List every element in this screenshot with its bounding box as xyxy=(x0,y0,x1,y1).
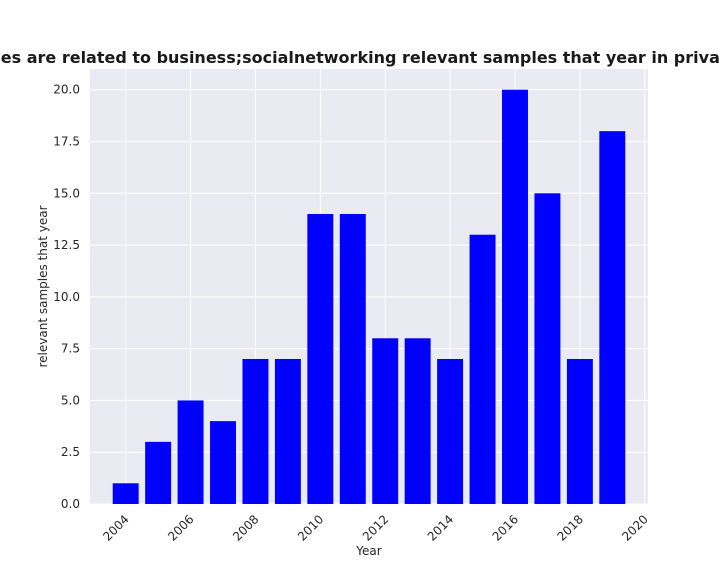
bar-2014 xyxy=(437,359,464,504)
bar-2009 xyxy=(274,359,301,504)
y-tick-label: 10.0 xyxy=(53,290,80,304)
x-tick-label: 2010 xyxy=(295,512,326,543)
y-tick-label: 15.0 xyxy=(53,186,80,200)
y-tick-label: 5.0 xyxy=(61,393,80,407)
bar-2012 xyxy=(372,338,399,504)
bar-2007 xyxy=(210,421,236,504)
y-tick-label: 20.0 xyxy=(53,83,80,97)
bar-2018 xyxy=(566,359,593,504)
chart-title: Categories are related to business;socia… xyxy=(0,48,720,67)
x-tick-label: 2020 xyxy=(619,512,650,543)
x-axis-label: Year xyxy=(355,544,381,558)
y-tick-label: 0.0 xyxy=(61,497,80,511)
x-tick-label: 2018 xyxy=(554,512,585,543)
y-tick-label: 12.5 xyxy=(53,238,80,252)
x-tick-label: 2006 xyxy=(165,512,196,543)
bar-2005 xyxy=(145,441,172,504)
x-tick-label: 2004 xyxy=(100,512,131,543)
bar-2006 xyxy=(177,400,204,504)
x-tick-label: 2014 xyxy=(425,512,456,543)
y-tick-label: 17.5 xyxy=(53,135,80,149)
x-tick-label: 2016 xyxy=(490,512,521,543)
bars xyxy=(112,89,626,505)
bar-2004 xyxy=(112,483,139,504)
y-tick-label: 7.5 xyxy=(61,342,80,356)
bar-2013 xyxy=(404,338,431,504)
bar-2015 xyxy=(469,234,496,504)
bar-2019 xyxy=(599,131,626,504)
bar-2016 xyxy=(502,89,528,504)
y-tick-label: 2.5 xyxy=(61,445,80,459)
x-tick-label: 2008 xyxy=(230,512,261,543)
x-tick-label: 2012 xyxy=(360,512,391,543)
x-tick-labels: 2004 2006 2008 2010 2012 2014 2016 2018 2020 xyxy=(100,512,651,543)
bar-2008 xyxy=(242,359,269,504)
bar-2011 xyxy=(339,214,366,504)
y-axis-label: relevant samples that year xyxy=(36,205,50,367)
bar-2017 xyxy=(534,193,561,505)
y-tick-labels: 0.0 2.5 5.0 7.5 10.0 12.5 15.0 17.5 20.0 xyxy=(53,83,80,511)
plot-area xyxy=(90,69,648,504)
bar-2010 xyxy=(307,214,334,504)
